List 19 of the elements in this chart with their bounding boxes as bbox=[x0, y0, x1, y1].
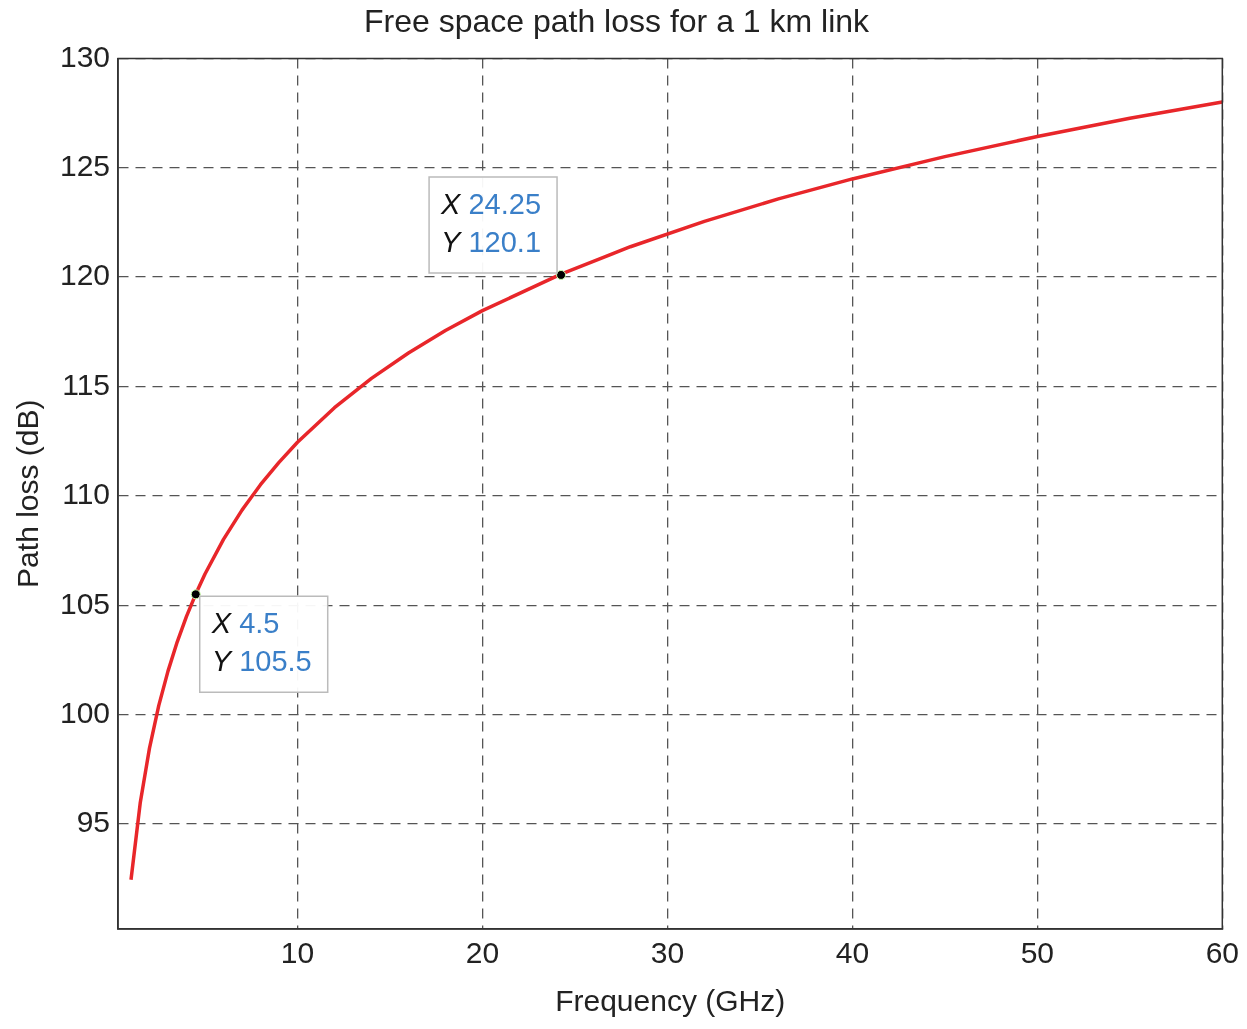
x-tick-label: 40 bbox=[835, 936, 870, 970]
y-axis-title: Path loss (dB) bbox=[11, 399, 45, 588]
y-tick-label: 115 bbox=[62, 367, 111, 401]
y-tick-label: 120 bbox=[59, 258, 111, 292]
y-tick-label: 110 bbox=[62, 477, 111, 511]
x-tick-label: 60 bbox=[1205, 936, 1239, 970]
x-tick-label: 10 bbox=[280, 936, 315, 970]
annotation: X 24.25 Y 120.1 bbox=[440, 187, 542, 259]
annotation: X 4.5 Y 105.5 bbox=[210, 607, 312, 678]
chart-title: Free space path loss for a 1 km link bbox=[363, 3, 871, 40]
y-tick-label: 105 bbox=[59, 586, 111, 620]
y-tick-label: 125 bbox=[59, 149, 111, 183]
y-tick-label: 130 bbox=[59, 39, 111, 73]
y-tick-label: 95 bbox=[76, 805, 111, 839]
y-tick-label: 100 bbox=[59, 695, 111, 729]
x-tick-label: 20 bbox=[465, 936, 500, 970]
x-axis-title: Frequency (GHz) bbox=[555, 984, 786, 1018]
x-tick-label: 50 bbox=[1020, 936, 1055, 970]
x-tick-label: 30 bbox=[650, 936, 685, 970]
